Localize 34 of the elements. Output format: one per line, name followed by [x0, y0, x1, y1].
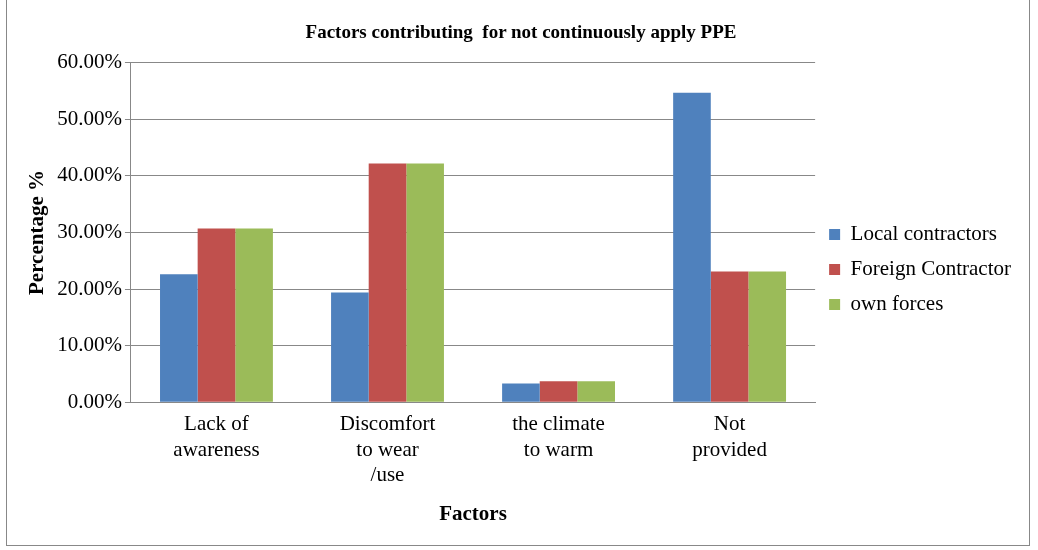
bar	[235, 228, 273, 402]
bar	[406, 163, 444, 402]
bar	[160, 274, 198, 402]
y-tick-label: 30.00%	[57, 219, 122, 244]
bar	[502, 383, 540, 402]
y-tick-label: 40.00%	[57, 162, 122, 187]
bar	[331, 292, 369, 402]
legend-label: Foreign Contractor	[850, 256, 1012, 281]
y-tick-label: 20.00%	[57, 275, 122, 300]
category-label: the climate	[512, 411, 605, 436]
bar	[748, 271, 787, 402]
y-tick-label: 0.00%	[67, 388, 122, 413]
y-tick-label: 10.00%	[57, 332, 122, 357]
bar	[577, 381, 615, 402]
legend-label: Local contractors	[850, 221, 997, 246]
category-label: /use	[370, 461, 405, 486]
bar	[673, 92, 711, 402]
bar	[710, 271, 749, 402]
category-label: awareness	[173, 436, 260, 461]
bar	[539, 381, 578, 402]
category-label: Lack of	[184, 411, 249, 436]
x-axis-title: Factors	[439, 500, 507, 525]
category-label: Discomfort	[339, 411, 436, 436]
bar	[368, 163, 407, 402]
category-label: to wear	[356, 436, 419, 461]
legend-label: own forces	[850, 291, 944, 316]
y-tick-label: 60.00%	[57, 49, 122, 74]
chart-title: Factors contributing for not continuously apply PPE	[305, 21, 737, 43]
category-label: provided	[692, 436, 767, 461]
y-axis-title: Percentage %	[24, 170, 49, 295]
category-label: to warm	[523, 436, 594, 461]
category-label: Not	[713, 411, 746, 436]
bar	[197, 228, 236, 402]
y-tick-label: 50.00%	[57, 105, 122, 130]
